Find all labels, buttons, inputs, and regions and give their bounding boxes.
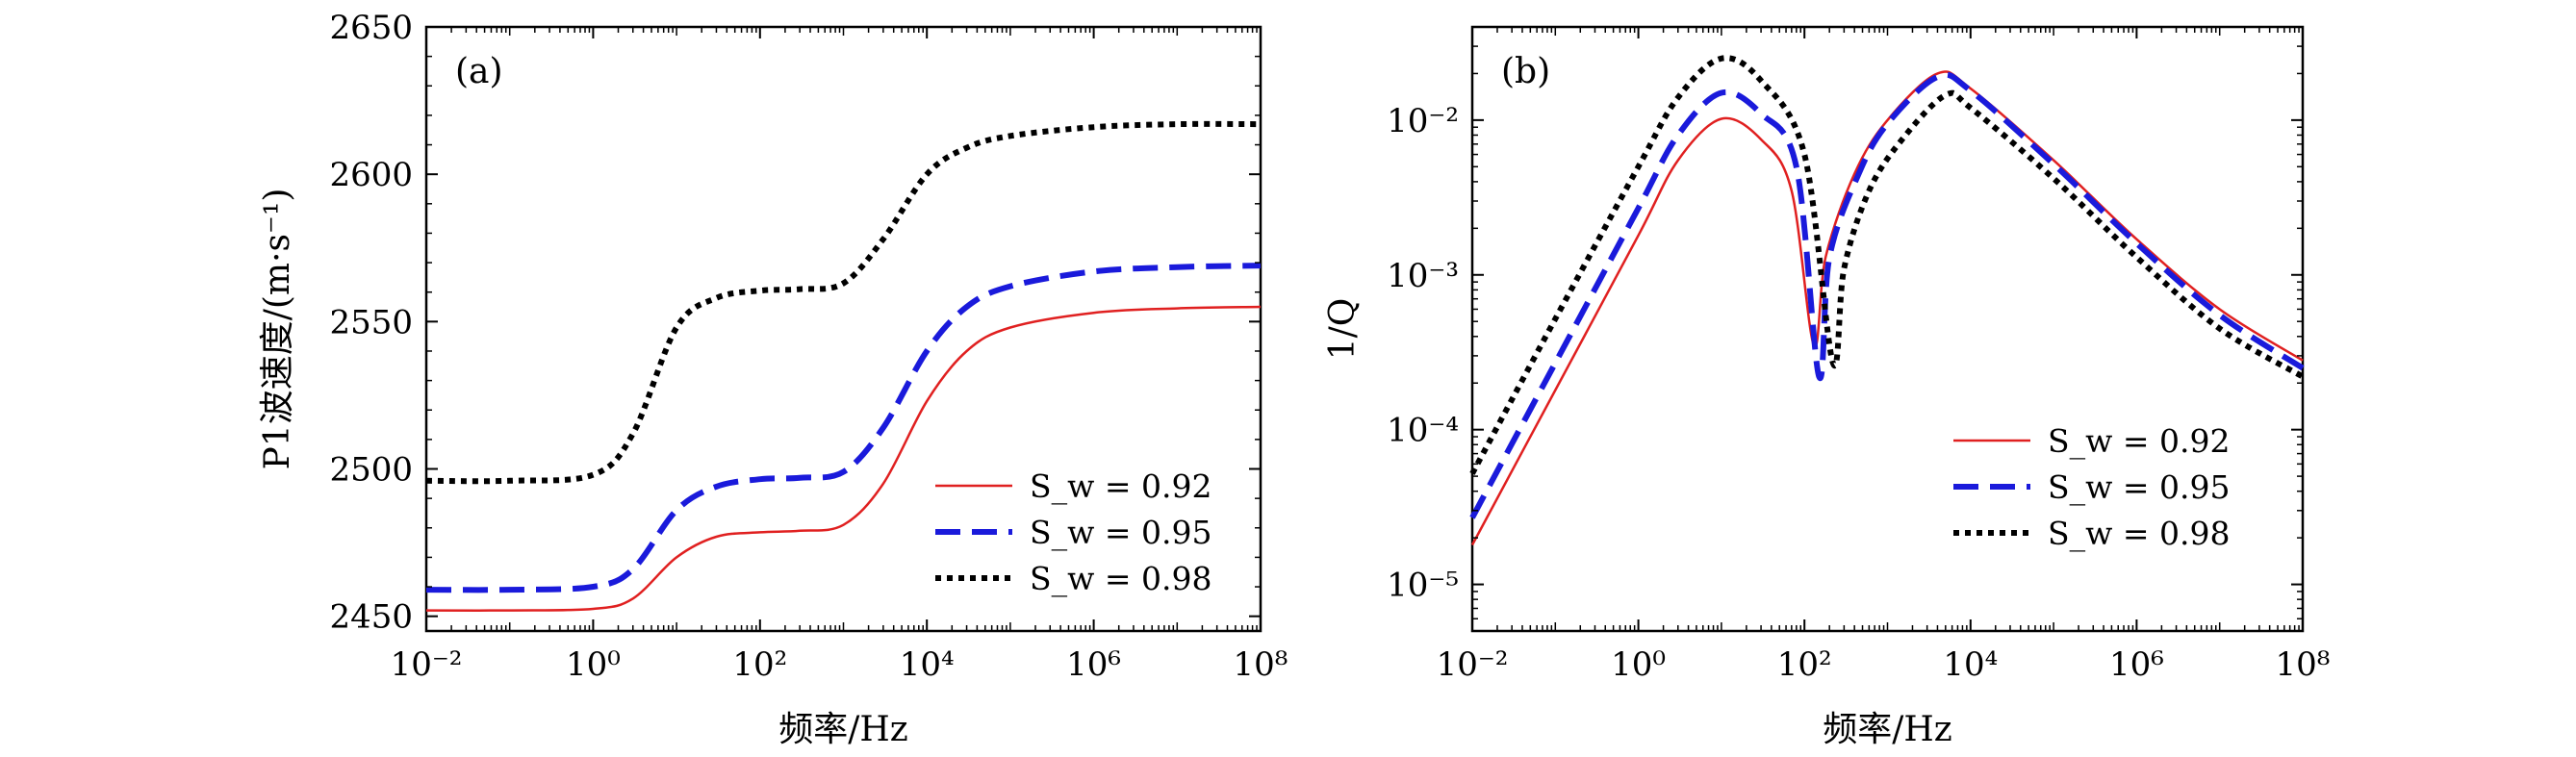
x-tick-label: 10⁶ [2109,645,2164,684]
series-lines-b [1469,55,2305,546]
legend-entry: S_w = 0.98 [2048,515,2230,553]
y-tick-label: 2650 [329,9,413,47]
panel-a: 10⁻² 10⁰ 10² 10⁴ 10⁶ 10⁸24502500255026002650 … [258,9,1288,749]
legend-entry: S_w = 0.95 [2048,468,2230,507]
series-line-dotted [1469,55,2305,475]
x-tick-label: 10⁸ [1234,645,1288,684]
x-tick-label: 10⁰ [1611,645,1666,684]
x-tick-label: 10⁻² [1437,645,1509,684]
y-tick-label: 2450 [329,598,413,637]
y-tick-label: 2600 [329,156,413,194]
panel-label-a: (a) [455,52,503,91]
y-tick-label: 2550 [329,303,413,341]
legend-entry: S_w = 0.92 [2048,422,2230,461]
y-tick-label: 10⁻³ [1387,257,1459,295]
legend-b: S_w = 0.92 S_w = 0.95 S_w = 0.98 [1953,422,2230,553]
legend-entry: S_w = 0.98 [1030,560,1211,598]
legend-entry: S_w = 0.95 [1030,514,1211,552]
x-tick-label: 10⁴ [900,645,955,684]
legend-a: S_w = 0.92 S_w = 0.95 S_w = 0.98 [935,467,1211,598]
legend-entry: S_w = 0.92 [1030,467,1211,506]
x-axis-label-b: 频率/Hz [1823,710,1952,749]
x-tick-label: 10⁰ [566,645,621,684]
x-tick-label: 10⁶ [1066,645,1121,684]
ticks-a: 10⁻² 10⁰ 10² 10⁴ 10⁶ 10⁸ 2450 2500 2550 2600 2650 [329,9,1288,684]
x-tick-label: 10² [732,645,787,684]
ticks-b: 10⁻² 10⁰ 10² 10⁴ 10⁶ 10⁸ 10⁻⁵ 10⁻⁴ 10⁻³ 10⁻² [1387,26,2331,684]
x-axis-label-a: 频率/Hz [778,710,908,749]
panel-label-b: (b) [1501,52,1550,91]
x-tick-label: 10² [1777,645,1832,684]
x-tick-label: 10⁸ [2276,645,2331,684]
series-line-dashed [1469,71,2305,519]
y-tick-label: 2500 [329,451,413,490]
y-axis-label-a: P1波速度/(m·s⁻¹) [258,189,297,470]
y-axis-label-b: 1/Q [1323,298,1363,361]
x-tick-label: 10⁴ [1943,645,1998,684]
y-tick-label: 10⁻⁴ [1387,412,1459,450]
series-lines-a [425,120,1262,612]
series-line-dashed [425,263,1262,593]
y-tick-label: 10⁻² [1387,102,1459,140]
series-line-dotted [425,120,1262,485]
x-tick-label: 10⁻² [391,645,463,684]
series-line-solid [425,305,1262,612]
y-tick-label: 10⁻⁵ [1387,567,1459,605]
